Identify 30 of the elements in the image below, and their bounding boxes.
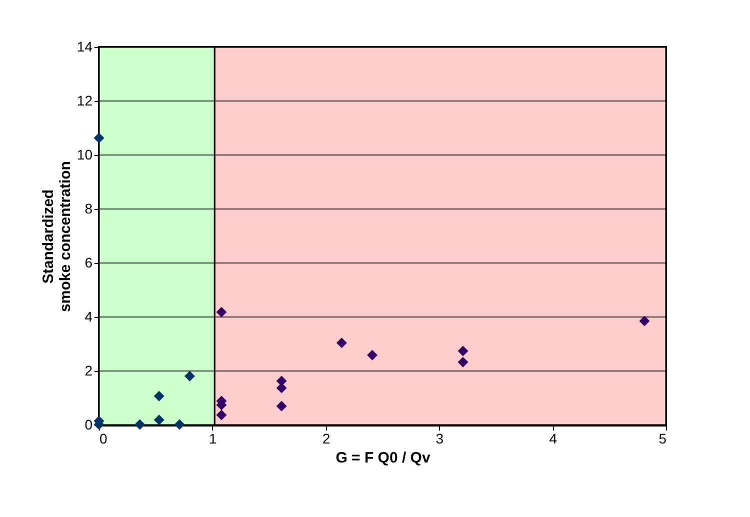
- x-tick-label: 5: [658, 430, 667, 446]
- y-tick-label: 12: [76, 92, 93, 108]
- y-axis-title: Standardized smoke concentration: [40, 161, 74, 312]
- point: [216, 410, 227, 420]
- x-tick-label: 4: [549, 430, 558, 446]
- x-axis-title: G = F Q0 / Qv: [336, 450, 431, 466]
- point: [276, 400, 287, 412]
- point: [367, 350, 378, 360]
- point: [154, 390, 164, 402]
- y-tick-label: 2: [84, 362, 93, 378]
- y-tick-label: 4: [84, 308, 93, 324]
- point: [154, 414, 164, 426]
- point: [94, 132, 104, 144]
- y-tick-label: 6: [84, 254, 93, 270]
- point: [134, 419, 146, 430]
- x-tick-label: 1: [209, 430, 217, 446]
- x-tick-label: 3: [436, 430, 444, 446]
- y-tick-label: 8: [84, 200, 93, 216]
- x-tick-label: 0: [100, 430, 108, 446]
- point: [184, 370, 195, 382]
- y-tick-label: 0: [84, 416, 93, 432]
- point: [458, 356, 468, 368]
- point: [216, 306, 227, 318]
- point: [174, 419, 185, 430]
- x-tick-label: 2: [322, 430, 330, 446]
- y-tick-label: 14: [76, 38, 93, 54]
- point: [336, 338, 347, 348]
- y-tick-label: 10: [76, 146, 93, 162]
- point: [458, 346, 468, 356]
- point: [639, 316, 650, 326]
